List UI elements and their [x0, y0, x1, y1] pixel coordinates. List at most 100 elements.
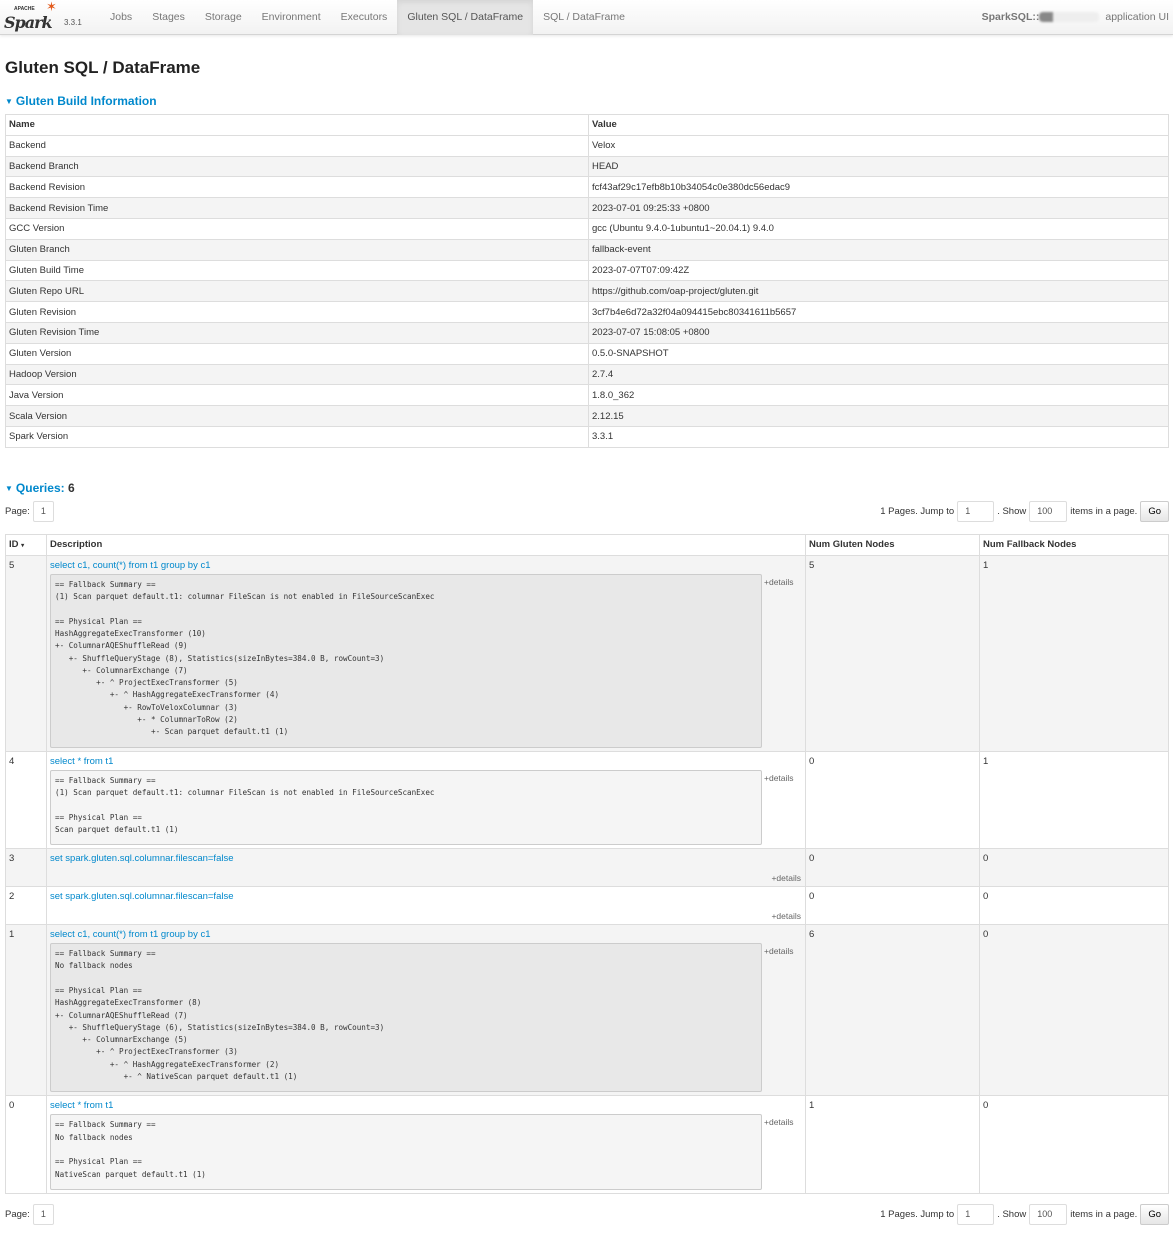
nav-tab-executors[interactable]: Executors — [340, 10, 388, 23]
build-name: Backend Revision Time — [5, 197, 589, 219]
page-title: Gluten SQL / DataFrame — [5, 58, 201, 77]
build-name: Spark Version — [5, 425, 589, 448]
build-value: gcc (Ubuntu 9.4.0-1ubuntu1~20.04.1) 9.4.… — [588, 217, 1169, 240]
num-gluten-nodes: 1 — [805, 1095, 980, 1194]
query-id: 5 — [5, 554, 47, 752]
query-description: select * from t1 == Fallback Summary == N… — [46, 1095, 806, 1194]
num-gluten-nodes: 0 — [805, 750, 980, 849]
details-toggle[interactable]: +details — [764, 1117, 794, 1128]
redacted-app-name — [1039, 12, 1100, 23]
build-info-toggle[interactable]: ▼ Gluten Build Information — [5, 94, 1169, 114]
build-name: Backend — [5, 134, 589, 157]
num-gluten-nodes: 6 — [805, 924, 980, 1096]
build-name: Gluten Build Time — [5, 259, 589, 281]
query-plan: == Fallback Summary == No fallback nodes… — [50, 1114, 762, 1190]
build-name: Gluten Revision Time — [5, 321, 589, 344]
num-fallback-nodes: 1 — [979, 554, 1169, 752]
build-value: 2023-07-07T07:09:42Z — [588, 259, 1169, 281]
queries-count: 6 — [67, 480, 75, 495]
details-toggle[interactable]: +details — [771, 873, 801, 884]
column-header-name: Name — [5, 114, 589, 136]
query-link[interactable]: select c1, count(*) from t1 group by c1 — [50, 929, 211, 941]
num-fallback-nodes: 0 — [979, 886, 1169, 925]
query-row: 5 select c1, count(*) from t1 group by c… — [5, 554, 1169, 752]
page-size-input[interactable]: 100 — [1029, 501, 1068, 523]
query-description: set spark.gluten.sql.columnar.filescan=f… — [46, 886, 806, 925]
page-button[interactable]: 1 — [32, 501, 54, 523]
build-name: Java Version — [5, 384, 589, 406]
query-id: 0 — [5, 1095, 47, 1194]
build-row: GCC Version gcc (Ubuntu 9.4.0-1ubuntu1~20… — [5, 217, 1169, 240]
build-value: 2.7.4 — [588, 363, 1169, 385]
go-button[interactable]: Go — [1140, 1204, 1169, 1226]
details-toggle[interactable]: +details — [771, 911, 801, 922]
query-plan: == Fallback Summary == (1) Scan parquet … — [50, 769, 762, 846]
num-gluten-nodes: 5 — [805, 554, 980, 752]
page-button[interactable]: 1 — [32, 1204, 54, 1226]
build-row: Backend Revision fcf43af29c17efb8b10b3405… — [5, 176, 1169, 198]
page-label: Page: — [5, 1209, 30, 1221]
pagination-top: Page: 1 1 Pages. Jump to 1. Show 100 items i… — [5, 501, 1169, 523]
build-row: Scala Version 2.12.15 — [5, 405, 1169, 427]
query-description: select c1, count(*) from t1 group by c1 =… — [46, 924, 806, 1096]
query-plan: == Fallback Summary == (1) Scan parquet … — [50, 573, 762, 748]
pagination-bottom: Page: 1 1 Pages. Jump to 1. Show 100 items i… — [5, 1204, 1169, 1226]
num-gluten-nodes: 0 — [805, 848, 980, 887]
go-button[interactable]: Go — [1140, 501, 1169, 523]
build-value: 0.5.0-SNAPSHOT — [588, 342, 1169, 365]
jump-to-input[interactable]: 1 — [957, 1204, 995, 1226]
build-row: Hadoop Version 2.7.4 — [5, 363, 1169, 385]
nav-tab-stages[interactable]: Stages — [152, 10, 185, 23]
nav-tab-gluten-sql-dataframe[interactable]: Gluten SQL / DataFrame — [397, 0, 534, 35]
column-header-id[interactable]: ID ▾ — [5, 534, 47, 556]
nav-tab-environment[interactable]: Environment — [261, 10, 321, 23]
details-toggle[interactable]: +details — [764, 772, 794, 783]
build-name: Gluten Branch — [5, 238, 589, 261]
query-link[interactable]: select c1, count(*) from t1 group by c1 — [50, 559, 211, 571]
column-header-description[interactable]: Description — [46, 534, 806, 556]
queries-toggle[interactable]: ▼ Queries: 6 — [5, 481, 1169, 501]
query-link[interactable]: set spark.gluten.sql.columnar.filescan=f… — [50, 853, 234, 865]
build-value: 2023-07-07 15:08:05 +0800 — [588, 321, 1169, 344]
header-label: ID — [9, 539, 19, 551]
build-row: Gluten Build Time 2023-07-07T07:09:42Z — [5, 259, 1169, 281]
queries-heading: Queries: — [15, 480, 65, 495]
app-prefix: SparkSQL:: — [981, 11, 1040, 23]
build-row: Gluten Revision 3cf7b4e6d72a32f04a094415e… — [5, 301, 1169, 323]
column-header-fallback-nodes[interactable]: Num Fallback Nodes — [979, 534, 1169, 556]
query-link[interactable]: set spark.gluten.sql.columnar.filescan=f… — [50, 891, 234, 903]
nav-tab-jobs[interactable]: Jobs — [110, 10, 133, 23]
spark-logo[interactable]: APACHE Spark ✶ 3.3.1 — [0, 0, 100, 35]
build-name: Gluten Version — [5, 342, 589, 365]
build-name: Scala Version — [5, 405, 589, 427]
spark-version: 3.3.1 — [64, 17, 82, 27]
items-text: items in a page. — [1070, 506, 1138, 518]
build-name: Backend Branch — [5, 155, 589, 177]
app-name: SparkSQL:: application UI — [982, 0, 1169, 35]
query-row: 1 select c1, count(*) from t1 group by c… — [5, 924, 1169, 1096]
details-toggle[interactable]: +details — [764, 946, 794, 957]
star-icon: ✶ — [46, 0, 57, 14]
query-row: 0 select * from t1 == Fallback Summary ==… — [5, 1095, 1169, 1194]
nav-tab-storage[interactable]: Storage — [204, 10, 242, 23]
caret-down-icon: ▼ — [5, 483, 13, 493]
query-link[interactable]: select * from t1 — [50, 1100, 114, 1112]
jump-to-input[interactable]: 1 — [957, 501, 995, 523]
build-value: 2.12.15 — [588, 405, 1169, 427]
page-size-input[interactable]: 100 — [1029, 1204, 1068, 1226]
nav-tab-sql-dataframe[interactable]: SQL / DataFrame — [543, 10, 625, 23]
query-id: 4 — [5, 750, 47, 849]
app-suffix: application UI — [1105, 11, 1169, 23]
show-text: . Show — [997, 1209, 1027, 1221]
build-value: 3cf7b4e6d72a32f04a094415ebc80341611b5657 — [588, 301, 1169, 323]
build-row: Spark Version 3.3.1 — [5, 425, 1169, 448]
build-value: Velox — [588, 134, 1169, 157]
query-id: 1 — [5, 924, 47, 1096]
num-fallback-nodes: 0 — [979, 1095, 1169, 1194]
column-header-value: Value — [588, 114, 1169, 136]
column-header-gluten-nodes[interactable]: Num Gluten Nodes — [805, 534, 980, 556]
details-toggle[interactable]: +details — [764, 576, 794, 587]
build-value: https://github.com/oap-project/gluten.gi… — [588, 280, 1169, 302]
query-link[interactable]: select * from t1 — [50, 755, 114, 767]
pages-text: 1 Pages. Jump to — [880, 1209, 955, 1221]
